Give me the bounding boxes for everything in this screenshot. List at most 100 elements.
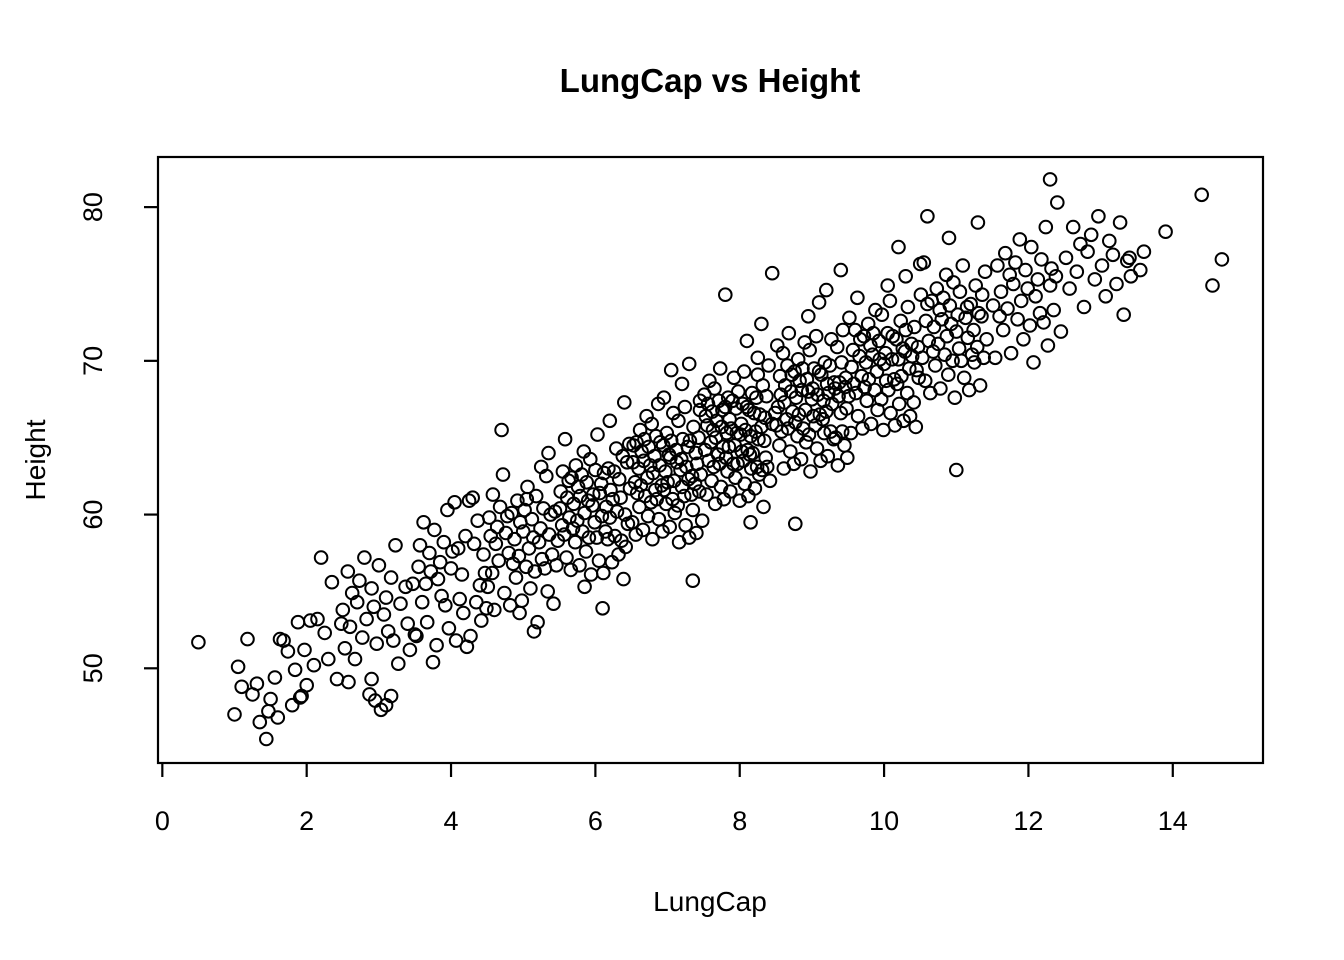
data-point (1116, 307, 1131, 323)
data-point (588, 462, 603, 478)
data-point (287, 662, 303, 678)
data-point (324, 574, 340, 590)
data-point (429, 637, 444, 653)
data-point (761, 358, 776, 373)
data-point (409, 628, 424, 644)
data-point (1205, 278, 1220, 293)
data-point (1042, 278, 1058, 293)
data-point (234, 679, 249, 695)
data-point (969, 339, 985, 355)
data-point (495, 467, 511, 482)
data-point (915, 350, 930, 366)
chart-title: LungCap vs Height (560, 62, 861, 99)
data-point (685, 573, 701, 589)
data-point (815, 412, 831, 427)
data-point (974, 287, 990, 303)
data-point (400, 616, 416, 632)
data-point (191, 634, 206, 650)
data-point (606, 464, 622, 479)
data-point (859, 393, 875, 409)
data-point (530, 614, 545, 630)
data-point (764, 265, 780, 281)
data-point (347, 651, 363, 667)
data-point (618, 539, 634, 555)
data-point (337, 641, 353, 656)
data-point (710, 447, 726, 462)
data-point (357, 550, 372, 565)
data-point (249, 676, 265, 692)
data-point (757, 433, 772, 449)
data-point (1109, 276, 1124, 292)
data-point (383, 688, 399, 704)
data-point (966, 322, 981, 338)
data-point (526, 624, 542, 639)
data-point (456, 605, 471, 621)
data-point (533, 521, 548, 536)
data-point (959, 299, 975, 315)
data-point (419, 614, 435, 630)
data-point (1136, 244, 1152, 259)
data-point (1098, 289, 1113, 304)
data-point (472, 578, 488, 593)
data-point (705, 404, 720, 419)
data-point (1020, 281, 1035, 296)
data-point (492, 499, 508, 515)
data-point (684, 468, 700, 484)
data-point (280, 644, 296, 659)
data-point (514, 593, 530, 609)
data-point (364, 581, 379, 596)
data-point (1030, 272, 1046, 287)
data-point (613, 490, 628, 506)
data-point (830, 458, 846, 473)
data-point (928, 358, 943, 373)
data-point (240, 631, 255, 647)
data-point (662, 519, 678, 535)
data-point (677, 399, 693, 415)
data-point (567, 534, 583, 550)
data-point (284, 697, 300, 713)
data-point (518, 559, 534, 575)
data-point (808, 328, 824, 344)
data-point (393, 596, 408, 612)
data-point (1003, 345, 1019, 361)
data-point (725, 456, 741, 472)
data-point (1094, 258, 1110, 273)
data-point (1012, 232, 1028, 247)
data-point (1010, 312, 1025, 327)
data-point (1158, 224, 1173, 239)
data-point (956, 370, 972, 386)
data-point (310, 611, 325, 627)
data-point (605, 491, 621, 507)
data-point (712, 361, 728, 376)
data-point (378, 590, 394, 605)
data-point (974, 309, 989, 324)
data-point (820, 448, 836, 464)
data-point (952, 284, 968, 300)
data-point (841, 388, 857, 404)
data-point (829, 339, 845, 355)
data-point (1050, 195, 1065, 210)
data-point (835, 322, 851, 338)
data-point (507, 531, 522, 547)
data-point (749, 390, 764, 406)
data-point (321, 651, 336, 667)
data-point (721, 439, 737, 455)
data-point (772, 438, 787, 453)
data-point (699, 487, 714, 502)
x-tick-label: 0 (155, 806, 170, 836)
x-tick-label: 12 (1013, 806, 1043, 836)
data-point (861, 372, 877, 387)
data-point (290, 614, 306, 630)
data-point (386, 633, 401, 648)
data-point (423, 564, 439, 579)
data-point (681, 530, 697, 545)
data-point (511, 548, 527, 564)
data-point (667, 505, 683, 521)
data-point (909, 362, 924, 378)
data-point (549, 558, 564, 573)
data-point (425, 654, 441, 670)
data-point (873, 392, 889, 407)
data-point (689, 525, 704, 541)
data-point (465, 490, 481, 506)
